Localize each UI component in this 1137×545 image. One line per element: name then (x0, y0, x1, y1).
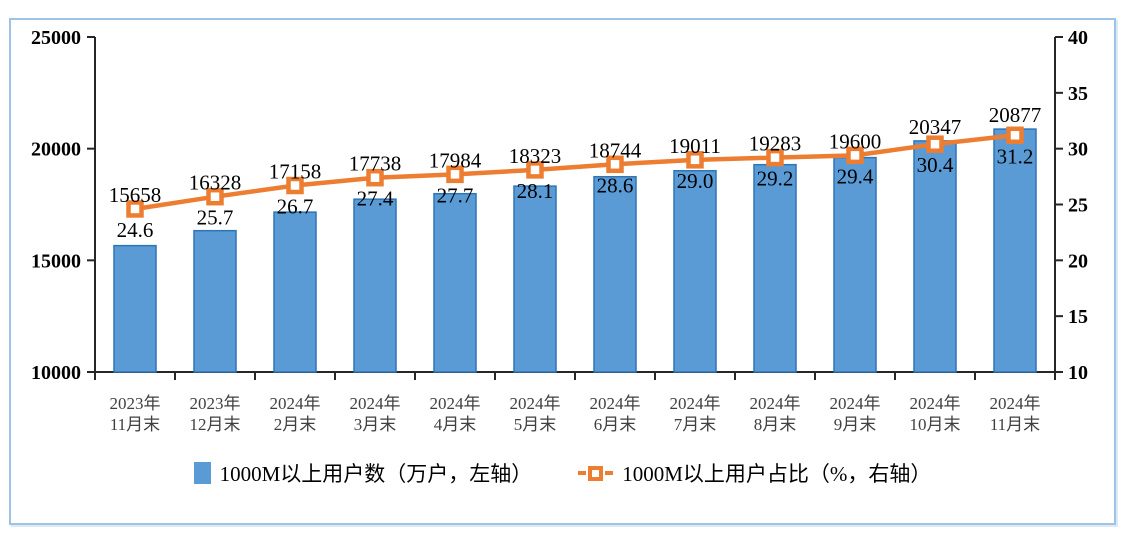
right-axis-tick-label: 15 (1068, 306, 1088, 328)
bar-value-label: 15658 (109, 183, 162, 207)
percentage-value-label: 31.2 (997, 144, 1034, 168)
x-axis-category-label: 2023年 (110, 394, 161, 413)
x-axis-category-label: 8月末 (754, 415, 797, 434)
line-marker-icon (588, 465, 604, 481)
combo-chart: 25000 20000 15000 10000 40 35 30 25 20 15 10 2023年 1… (31, 27, 1088, 434)
x-axis-category-label: 7月末 (674, 415, 717, 434)
bar-value-label: 19600 (829, 129, 882, 153)
bar-value-label: 19011 (669, 134, 721, 158)
legend: 1000M以上用户数（万户，左轴） 1000M以上用户占比（%，右轴） (11, 458, 1114, 488)
line-dash-icon (605, 471, 614, 475)
line-marker (926, 135, 944, 153)
bar-value-label: 17158 (269, 160, 322, 184)
right-axis-tick-label: 35 (1068, 83, 1088, 105)
x-axis-category-label: 2月末 (274, 415, 317, 434)
bar-value-label: 17738 (349, 152, 402, 176)
line-marker (366, 168, 384, 187)
line-marker (686, 151, 704, 169)
bar (593, 175, 637, 373)
bar-value-label: 20877 (989, 103, 1042, 127)
line-marker (446, 165, 464, 184)
line-marker (526, 161, 544, 179)
left-axis-tick-label: 10000 (31, 362, 81, 384)
bar-value-label: 17984 (429, 148, 482, 172)
line-series-swatch (578, 465, 614, 481)
x-axis-category-label: 2024年 (270, 394, 321, 413)
bar (673, 170, 717, 373)
x-axis-category-label: 2024年 (430, 394, 481, 413)
bar (993, 128, 1037, 373)
percentage-value-label: 29.4 (837, 164, 874, 188)
right-axis-tick-label: 25 (1068, 195, 1088, 217)
left-axis-tick-label: 15000 (31, 250, 81, 272)
line-marker (766, 148, 784, 167)
bar (513, 185, 557, 373)
line-marker (606, 155, 624, 174)
line-series-legend-label: 1000M以上用户占比（%，右轴） (622, 462, 932, 486)
bar-value-label: 18744 (589, 138, 642, 162)
left-axis-tick-label: 20000 (31, 139, 81, 161)
percentage-line (134, 133, 1016, 212)
right-axis-tick-label: 40 (1068, 27, 1088, 49)
right-axis-tick-label: 10 (1068, 362, 1088, 384)
x-axis-category-label: 2024年 (910, 394, 961, 413)
bar (913, 140, 957, 373)
x-axis-category-label: 4月末 (434, 415, 477, 434)
x-axis-category-label: 5月末 (514, 415, 557, 434)
bar (433, 192, 477, 373)
line-marker (1006, 126, 1024, 145)
line-marker (286, 176, 304, 195)
x-axis-category-label: 11月末 (110, 415, 160, 434)
x-axis-category-label: 10月末 (910, 415, 961, 434)
percentage-value-label: 28.1 (517, 179, 554, 203)
percentage-value-label: 30.4 (917, 153, 954, 177)
bar-value-label: 18323 (509, 144, 562, 168)
percentage-value-label: 29.0 (677, 169, 714, 193)
right-axis-tick-label: 30 (1068, 139, 1088, 161)
x-axis-category-label: 11月末 (990, 415, 1040, 434)
bar-value-label: 20347 (909, 115, 962, 139)
x-axis-category-label: 9月末 (834, 415, 877, 434)
line-marker (206, 187, 224, 206)
left-axis-tick-label: 25000 (31, 27, 81, 49)
x-axis-category-label: 2024年 (590, 394, 641, 413)
legend-item-line-series: 1000M以上用户占比（%，右轴） (578, 458, 931, 488)
bar (753, 163, 797, 373)
percentage-value-label: 26.7 (277, 195, 314, 219)
right-axis-tick-label: 20 (1068, 250, 1088, 272)
bar-series-swatch (193, 462, 211, 484)
percentage-value-label: 27.4 (357, 187, 394, 211)
percentage-value-label: 28.6 (597, 173, 634, 197)
bar (193, 229, 237, 373)
x-axis-category-label: 2024年 (750, 394, 801, 413)
percentage-value-label: 25.7 (197, 206, 234, 230)
legend-item-bar-series: 1000M以上用户数（万户，左轴） (193, 458, 533, 488)
bar-value-label: 19283 (749, 132, 802, 156)
percentage-value-label: 24.6 (117, 218, 154, 242)
x-axis-category-label: 2024年 (670, 394, 721, 413)
bar (273, 211, 317, 373)
x-axis-category-label: 2023年 (190, 394, 241, 413)
line-marker (126, 200, 144, 218)
x-axis-category-label: 2024年 (350, 394, 401, 413)
percentage-value-label: 27.7 (437, 183, 474, 207)
bar-value-label: 16328 (189, 171, 242, 195)
percentage-value-label: 29.2 (757, 167, 794, 191)
x-axis-category-label: 3月末 (354, 415, 397, 434)
bar-series-legend-label: 1000M以上用户数（万户，左轴） (219, 462, 533, 486)
x-axis-category-label: 2024年 (990, 394, 1041, 413)
x-axis-category-label: 6月末 (594, 415, 637, 434)
bar (833, 156, 877, 373)
x-axis-category-label: 12月末 (190, 415, 241, 434)
line-dash-icon (578, 471, 587, 475)
x-axis-category-label: 2024年 (510, 394, 561, 413)
line-marker (846, 146, 864, 165)
bar (113, 244, 157, 373)
x-axis-category-label: 2024年 (830, 394, 881, 413)
bar (353, 198, 397, 373)
